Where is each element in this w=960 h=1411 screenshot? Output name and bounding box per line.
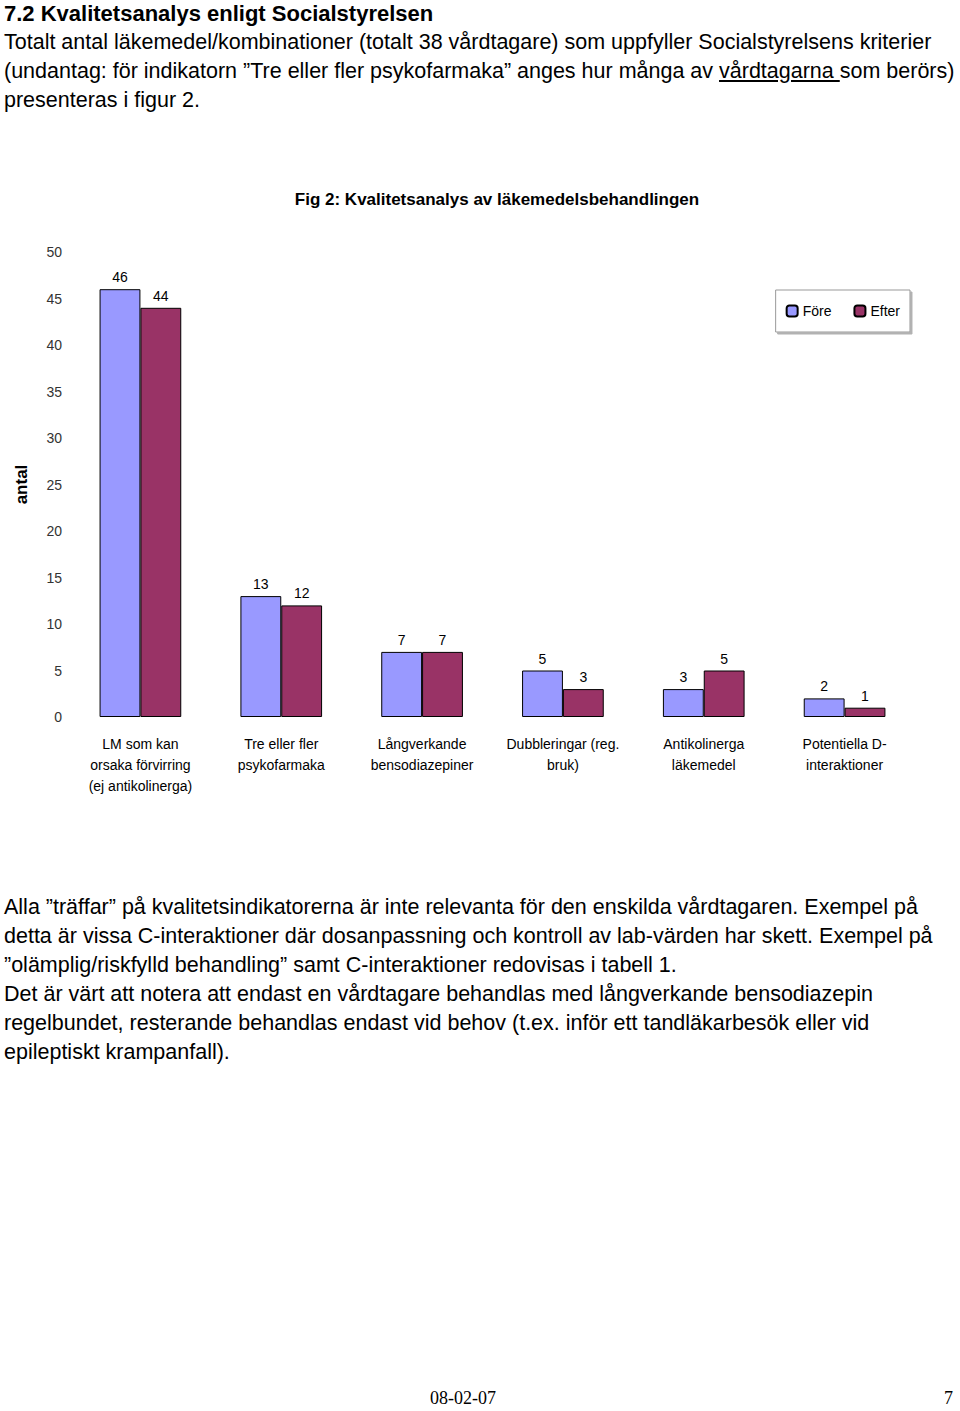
svg-text:50: 50 xyxy=(46,244,62,260)
svg-text:45: 45 xyxy=(46,291,62,307)
svg-text:(ej antikolinerga): (ej antikolinerga) xyxy=(89,778,193,794)
svg-text:7: 7 xyxy=(439,632,447,648)
svg-text:12: 12 xyxy=(294,585,310,601)
svg-text:3: 3 xyxy=(679,669,687,685)
html-text:Totalt antal läkemedel/kombina: Totalt antal läkemedel/kombinationer (to… xyxy=(4,30,955,112)
html-text:Det är värt att notera att end: Det är värt att notera att endast en vår… xyxy=(4,982,873,1064)
svg-text:5: 5 xyxy=(539,651,547,667)
svg-text:Fig 2: Kvalitetsanalys av läke: Fig 2: Kvalitetsanalys av läkemedelsbeha… xyxy=(295,190,699,209)
svg-text:Före: Före xyxy=(803,303,832,319)
svg-text:interaktioner: interaktioner xyxy=(806,757,883,773)
svg-text:Potentiella D-: Potentiella D- xyxy=(803,736,887,752)
svg-text:5: 5 xyxy=(54,663,62,679)
svg-text:antal: antal xyxy=(12,465,31,505)
html-text:Alla ”träffar” på kvalitetsind: Alla ”träffar” på kvalitetsindikatorerna… xyxy=(4,895,933,977)
svg-text:15: 15 xyxy=(46,570,62,586)
svg-text:25: 25 xyxy=(46,477,62,493)
svg-text:1: 1 xyxy=(861,688,869,704)
svg-text:40: 40 xyxy=(46,337,62,353)
svg-text:20: 20 xyxy=(46,523,62,539)
svg-text:psykofarmaka: psykofarmaka xyxy=(238,757,325,773)
html-text:7.2 Kvalitetsanalys enligt Soc: 7.2 Kvalitetsanalys enligt Socialstyrels… xyxy=(4,1,434,26)
svg-text:46: 46 xyxy=(112,269,128,285)
svg-text:35: 35 xyxy=(46,384,62,400)
svg-text:läkemedel: läkemedel xyxy=(672,757,736,773)
svg-text:7: 7 xyxy=(398,632,406,648)
svg-text:13: 13 xyxy=(253,576,269,592)
svg-text:5: 5 xyxy=(720,651,728,667)
svg-text:Efter: Efter xyxy=(870,303,900,319)
svg-text:bensodiazepiner: bensodiazepiner xyxy=(371,757,474,773)
svg-text:3: 3 xyxy=(579,669,587,685)
html-text:08-02-07: 08-02-07 xyxy=(430,1388,496,1408)
svg-text:Antikolinerga: Antikolinerga xyxy=(663,736,744,752)
svg-text:2: 2 xyxy=(820,678,828,694)
svg-text:orsaka förvirring: orsaka förvirring xyxy=(90,757,190,773)
svg-text:10: 10 xyxy=(46,616,62,632)
svg-text:30: 30 xyxy=(46,430,62,446)
svg-text:0: 0 xyxy=(54,709,62,725)
svg-text:bruk): bruk) xyxy=(547,757,579,773)
svg-text:44: 44 xyxy=(153,288,169,304)
svg-text:Tre eller fler: Tre eller fler xyxy=(244,736,319,752)
svg-text:Långverkande: Långverkande xyxy=(378,736,467,752)
svg-text:LM som kan: LM som kan xyxy=(102,736,178,752)
svg-text:Dubbleringar (reg.: Dubbleringar (reg. xyxy=(506,736,619,752)
html-text:7: 7 xyxy=(944,1388,953,1408)
